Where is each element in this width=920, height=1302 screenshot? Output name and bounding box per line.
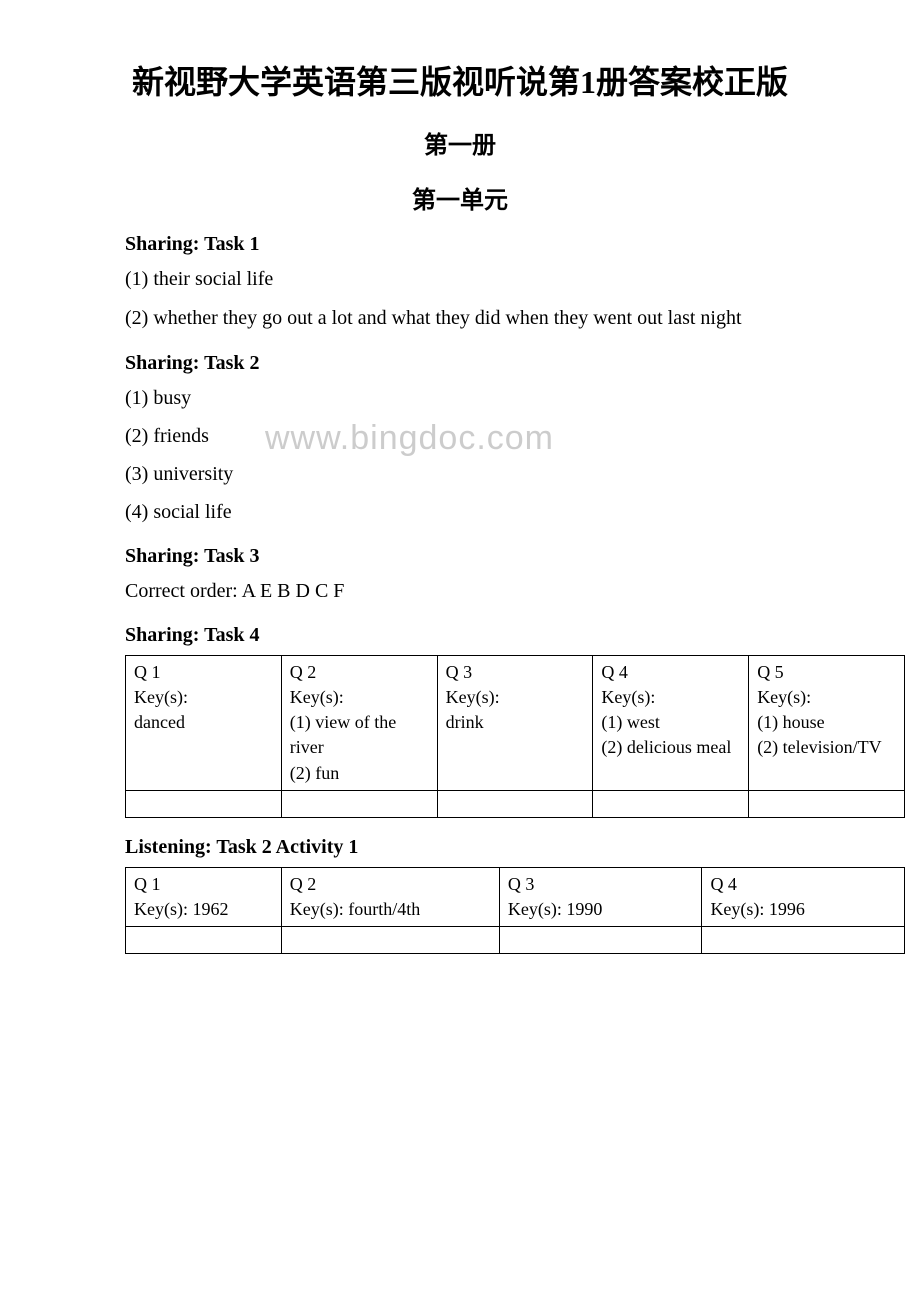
- table-cell: [499, 927, 702, 954]
- table-cell: Q 3Key(s): 1990: [499, 867, 702, 926]
- table-cell: Q 4Key(s): 1996: [702, 867, 905, 926]
- table-cell: Q 1Key(s):danced: [126, 655, 282, 790]
- sharing-task3-answer: Correct order: A E B D C F: [125, 576, 850, 606]
- unit-heading: 第一单元: [70, 180, 850, 215]
- sharing-task4-table: Q 1Key(s):danced Q 2Key(s):(1) view of t…: [125, 655, 905, 818]
- volume-heading: 第一册: [70, 125, 850, 160]
- table-cell: [126, 790, 282, 817]
- document-page: 新视野大学英语第三版视听说第1册答案校正版 第一册 第一单元 Sharing: …: [0, 0, 920, 1012]
- table-cell: Q 4Key(s):(1) west(2) delicious meal: [593, 655, 749, 790]
- table-cell: [437, 790, 593, 817]
- table-row: [126, 927, 905, 954]
- table-row: [126, 790, 905, 817]
- table-cell: Q 5Key(s):(1) house(2) television/TV: [749, 655, 905, 790]
- sharing-task3-heading: Sharing: Task 3: [125, 545, 850, 568]
- table-row: Q 1Key(s): 1962 Q 2Key(s): fourth/4th Q …: [126, 867, 905, 926]
- sharing-task2-a1: (1) busy: [125, 383, 850, 413]
- table-cell: Q 3Key(s):drink: [437, 655, 593, 790]
- listening-heading: Listening: Task 2 Activity 1: [125, 836, 850, 859]
- table-cell: [749, 790, 905, 817]
- sharing-task1-a1: (1) their social life: [125, 264, 850, 294]
- sharing-task2-a3: (3) university: [125, 459, 850, 489]
- sharing-task2-a2-row: www.bingdoc.com (2) friends: [125, 421, 850, 451]
- table-cell: Q 2Key(s):(1) view of the river(2) fun: [281, 655, 437, 790]
- table-cell: Q 1Key(s): 1962: [126, 867, 282, 926]
- table-cell: [281, 790, 437, 817]
- sharing-task1-a2: (2) whether they go out a lot and what t…: [125, 302, 850, 334]
- table-cell: Q 2Key(s): fourth/4th: [281, 867, 499, 926]
- sharing-task2-a2: (2) friends: [125, 425, 209, 447]
- table-row: Q 1Key(s):danced Q 2Key(s):(1) view of t…: [126, 655, 905, 790]
- sharing-task2-a4: (4) social life: [125, 497, 850, 527]
- sharing-task1-a2-text: (2) whether they go out a lot and what t…: [125, 307, 742, 329]
- table-cell: [281, 927, 499, 954]
- sharing-task4-heading: Sharing: Task 4: [125, 624, 850, 647]
- sharing-task2-heading: Sharing: Task 2: [125, 352, 850, 375]
- sharing-task1-heading: Sharing: Task 1: [125, 233, 850, 256]
- table-cell: [126, 927, 282, 954]
- main-title: 新视野大学英语第三版视听说第1册答案校正版: [70, 60, 850, 105]
- table-cell: [702, 927, 905, 954]
- watermark-text: www.bingdoc.com: [265, 413, 554, 464]
- listening-table: Q 1Key(s): 1962 Q 2Key(s): fourth/4th Q …: [125, 867, 905, 954]
- table-cell: [593, 790, 749, 817]
